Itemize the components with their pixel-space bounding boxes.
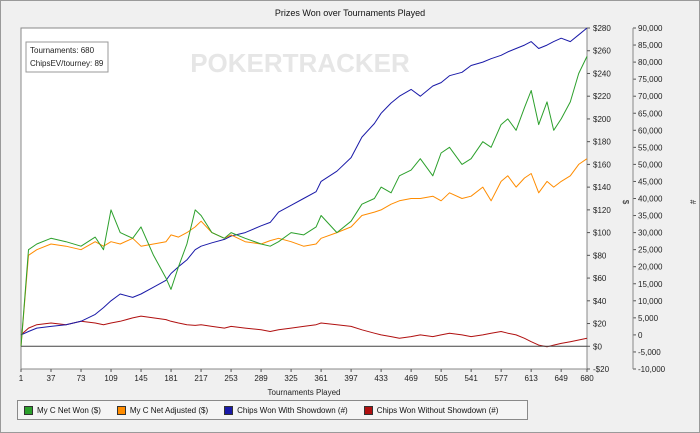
y-left-tick-label: $280 <box>593 24 611 33</box>
y-right-axis-label: # <box>688 200 697 205</box>
y-left-tick-label: -$20 <box>593 365 610 374</box>
y-left-tick-label: $20 <box>593 320 607 329</box>
legend-swatch-blue <box>224 405 234 415</box>
y-right-tick-label: 75,000 <box>638 75 663 84</box>
y-left-tick-label: $40 <box>593 297 607 306</box>
x-tick-label: 37 <box>47 374 56 383</box>
x-tick-label: 217 <box>194 374 208 383</box>
y-right-tick-label: 80,000 <box>638 58 663 67</box>
y-right-tick-label: 5,000 <box>638 314 659 323</box>
x-tick-label: 577 <box>494 374 508 383</box>
x-tick-label: 649 <box>554 374 568 383</box>
series-net-won-line <box>20 56 588 347</box>
chart-title: Prizes Won over Tournaments Played <box>275 8 425 18</box>
legend-swatch-red <box>363 405 373 415</box>
y-right-tick-label: 35,000 <box>638 212 663 221</box>
legend-item-chips-no-showdown[interactable]: Chips Won Without Showdown (#) <box>363 405 499 415</box>
x-tick-label: 73 <box>77 374 86 383</box>
legend-item-net-adjusted[interactable]: My C Net Adjusted ($) <box>116 405 209 415</box>
y-right-tick-label: 85,000 <box>638 41 663 50</box>
y-right-tick-label: -10,000 <box>638 365 666 374</box>
x-tick-label: 109 <box>104 374 118 383</box>
y-right-tick-label: 90,000 <box>638 24 663 33</box>
legend-item-net-won[interactable]: My C Net Won ($) <box>24 405 101 415</box>
y-left-tick-label: $200 <box>593 115 611 124</box>
series-chips-showdown-line <box>20 27 588 336</box>
x-tick-label: 181 <box>164 374 178 383</box>
y-right-tick-label: 25,000 <box>638 246 663 255</box>
y-right-tick-label: 10,000 <box>638 297 663 306</box>
legend-label: Chips Won Without Showdown (#) <box>376 405 499 415</box>
legend-label: My C Net Won ($) <box>37 405 101 415</box>
legend: My C Net Won ($) My C Net Adjusted ($) C… <box>17 400 528 420</box>
y-left-axis-label: $ <box>621 200 630 205</box>
y-left-tick-label: $60 <box>593 274 607 283</box>
legend-label: My C Net Adjusted ($) <box>129 405 209 415</box>
series-layer <box>20 27 588 348</box>
y-right-tick-label: 65,000 <box>638 109 663 118</box>
y-right-tick-label: 20,000 <box>638 263 663 272</box>
y-left-tick-label: $260 <box>593 47 611 56</box>
y-right-tick-label: 15,000 <box>638 280 663 289</box>
y-left-tick-label: $240 <box>593 69 611 78</box>
legend-swatch-green <box>24 405 33 415</box>
axis-layer: 1 37 73 109 145 181 217 253 289 325 361 397 433 469 50… <box>19 24 666 383</box>
x-tick-label: 253 <box>224 374 238 383</box>
stats-tournaments: Tournaments: 680 <box>30 46 95 55</box>
y-left-tick-label: $140 <box>593 183 611 192</box>
y-left-tick-label: $100 <box>593 229 611 238</box>
x-tick-label: 505 <box>434 374 448 383</box>
x-tick-label: 433 <box>374 374 388 383</box>
x-tick-label: 680 <box>580 374 594 383</box>
legend-label: Chips Won With Showdown (#) <box>237 405 348 415</box>
series-net-adjusted-line <box>20 158 588 347</box>
x-tick-label: 1 <box>19 374 24 383</box>
y-right-tick-label: 55,000 <box>638 143 663 152</box>
y-left-tick-label: $220 <box>593 92 611 101</box>
x-tick-label: 397 <box>344 374 358 383</box>
x-tick-label: 613 <box>524 374 538 383</box>
x-tick-label: 289 <box>254 374 268 383</box>
y-left-tick-label: $120 <box>593 206 611 215</box>
y-right-tick-label: -5,000 <box>638 348 661 357</box>
x-tick-label: 469 <box>404 374 418 383</box>
y-right-tick-label: 0 <box>638 331 643 340</box>
legend-swatch-orange <box>116 405 126 415</box>
x-tick-label: 361 <box>314 374 328 383</box>
y-left-tick-label: $0 <box>593 342 602 351</box>
series-chips-no-showdown-line <box>20 315 588 348</box>
stats-chipsev: ChipsEV/tourney: 89 <box>30 59 104 68</box>
y-right-tick-label: 50,000 <box>638 160 663 169</box>
x-axis-label: Tournaments Played <box>268 388 341 397</box>
legend-item-chips-showdown[interactable]: Chips Won With Showdown (#) <box>224 405 348 415</box>
y-right-tick-label: 60,000 <box>638 126 663 135</box>
y-left-tick-label: $80 <box>593 251 607 260</box>
x-tick-label: 541 <box>464 374 478 383</box>
y-left-tick-label: $160 <box>593 160 611 169</box>
y-right-tick-label: 70,000 <box>638 92 663 101</box>
x-tick-label: 325 <box>284 374 298 383</box>
x-tick-label: 145 <box>134 374 148 383</box>
watermark: POKERTRACKER <box>190 48 410 78</box>
y-right-tick-label: 45,000 <box>638 177 663 186</box>
y-right-tick-label: 40,000 <box>638 195 663 204</box>
y-right-tick-label: 30,000 <box>638 229 663 238</box>
y-left-tick-label: $180 <box>593 138 611 147</box>
stats-box <box>25 41 109 73</box>
